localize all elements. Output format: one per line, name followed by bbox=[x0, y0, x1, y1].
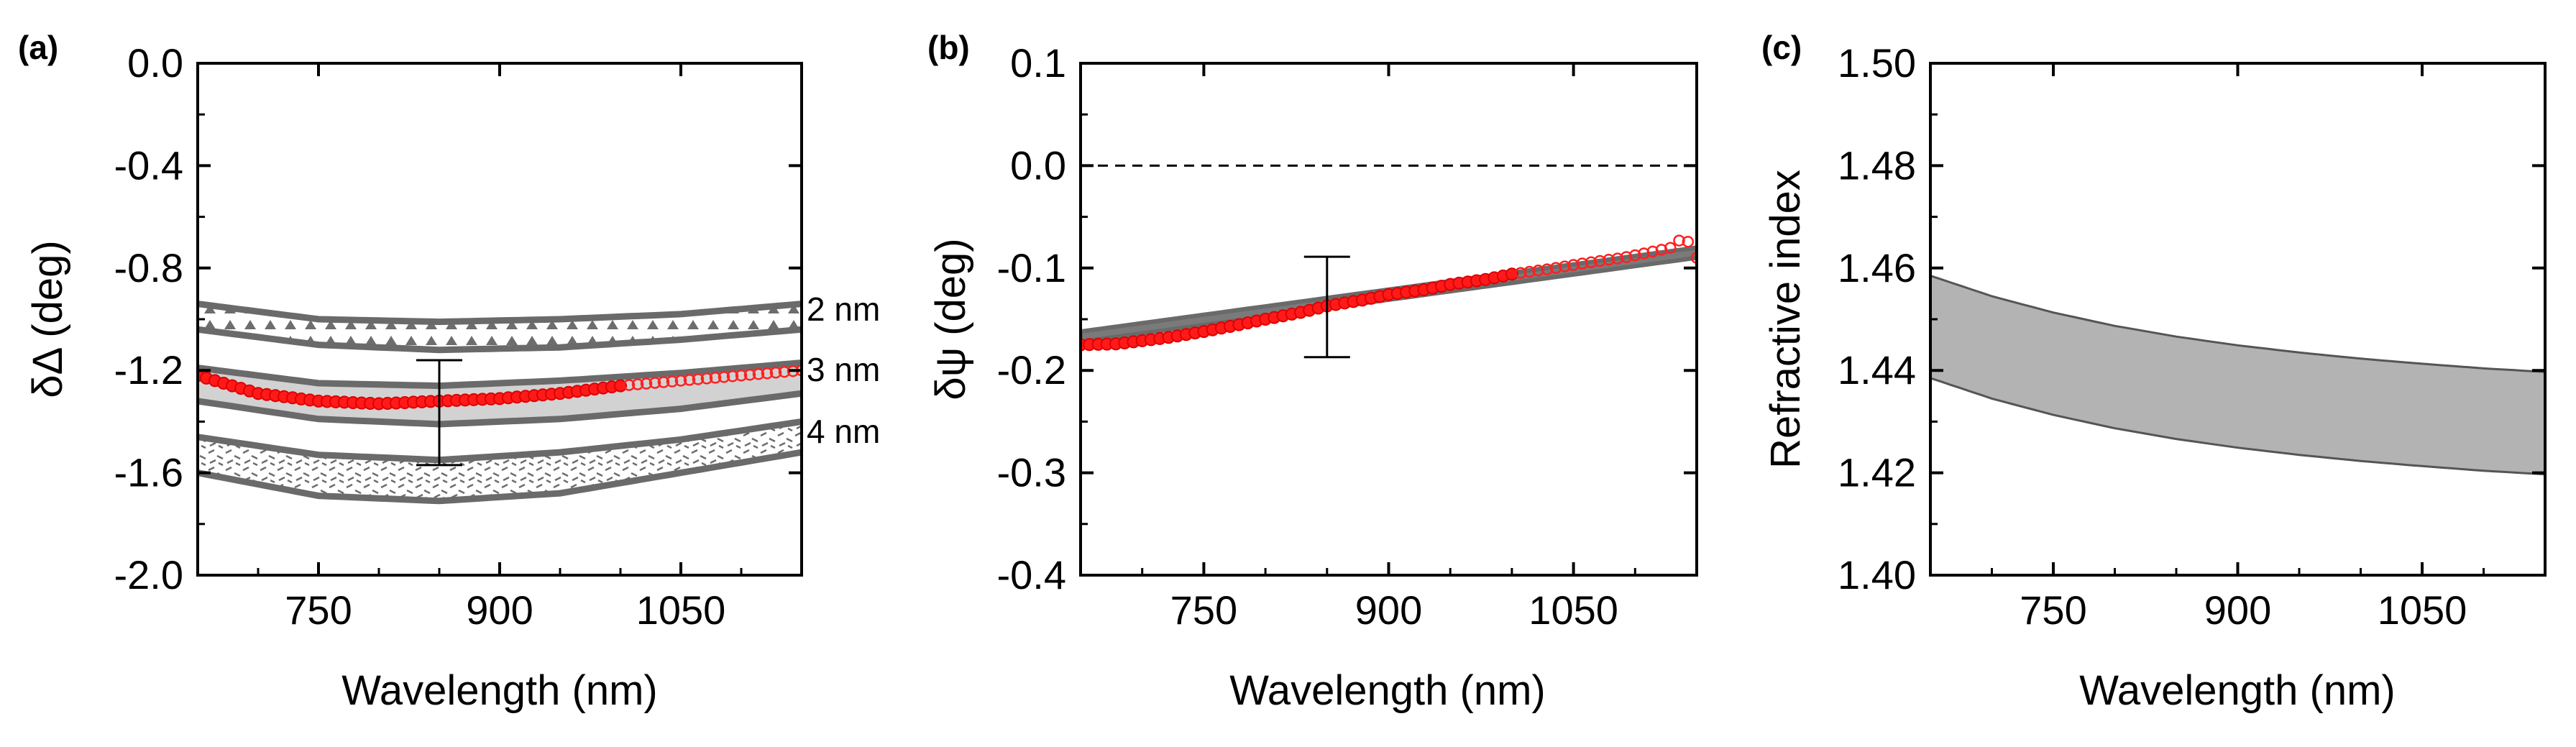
panel-a-data-point bbox=[769, 367, 782, 379]
panel-c-y-tick-label: 1.44 bbox=[1838, 347, 1916, 393]
band-label-3nm: 3 nm bbox=[807, 351, 880, 388]
panel-c-y-tick-label: 1.42 bbox=[1838, 450, 1916, 495]
panel-a-y-tick-label: -1.6 bbox=[114, 450, 184, 495]
panel-c-y-tick-label: 1.50 bbox=[1838, 40, 1916, 86]
band-4nm-lower-edge bbox=[198, 449, 802, 505]
panel-b-x-tick-label: 900 bbox=[1355, 587, 1422, 633]
panel-a-data-point bbox=[709, 372, 722, 384]
panel-a-data-point bbox=[718, 371, 730, 383]
panel-a-data-point bbox=[648, 377, 661, 389]
panel-b-x-axis-title: Wavelength (nm) bbox=[1229, 667, 1545, 714]
panel-b-axes: 750 900 1050 -0.4 -0.3 -0.2 -0.1 0.0 0.1 bbox=[997, 40, 1697, 633]
panel-b-data-point bbox=[1541, 263, 1554, 275]
panel-label-b: (b) bbox=[927, 29, 970, 66]
panel-b-y-tick-label: -0.3 bbox=[997, 450, 1067, 495]
panel-a-data-point bbox=[666, 375, 679, 388]
panel-a-data-point bbox=[623, 379, 636, 391]
panel-b-y-tick-label: 0.0 bbox=[1010, 142, 1066, 188]
panel-c-x-tick-label: 1050 bbox=[2378, 587, 2467, 633]
panel-b-data-point bbox=[1559, 260, 1571, 272]
refractive-index-upper-edge bbox=[1930, 275, 2545, 373]
band-2nm bbox=[198, 303, 802, 350]
panel-a-x-tick-label: 1050 bbox=[636, 587, 726, 633]
panel-b-data-point bbox=[1611, 252, 1624, 265]
band-4nm bbox=[198, 421, 802, 501]
panel-b-data-point bbox=[1664, 242, 1677, 255]
panel-b-y-tick-label: -0.2 bbox=[997, 347, 1067, 393]
panel-a-data-point bbox=[726, 370, 739, 382]
panel-a-data-point bbox=[657, 376, 670, 388]
panel-a-data-point bbox=[692, 373, 705, 385]
panel-c-x-axis-title: Wavelength (nm) bbox=[2079, 667, 2395, 714]
panel-a-data-point bbox=[735, 370, 748, 382]
panel-b-data-point bbox=[1549, 262, 1562, 274]
panel-c-y-tick-label: 1.46 bbox=[1838, 245, 1916, 290]
band-2nm-lower-edge bbox=[198, 326, 802, 354]
panel-a-y-tick-label: -0.4 bbox=[114, 142, 184, 188]
panel-b-x-tick-label: 750 bbox=[1170, 587, 1237, 633]
panel-c: (c) 750 900 1050 1.40 1.42 1.44 1.46 1.48 1.50 W… bbox=[1761, 29, 2547, 714]
panel-a-data-point bbox=[700, 372, 713, 385]
band-label-4nm: 4 nm bbox=[807, 413, 880, 450]
panel-a-data-point bbox=[743, 369, 756, 381]
panel-c-y-tick-label: 1.48 bbox=[1838, 142, 1916, 188]
panel-a-data-point bbox=[683, 374, 696, 386]
band-label-2nm: 2 nm bbox=[807, 290, 880, 328]
band-2nm-upper-edge bbox=[198, 301, 802, 326]
panel-a-data-point bbox=[674, 375, 687, 387]
panel-c-x-tick-label: 750 bbox=[2020, 587, 2086, 633]
panel-a-data-point bbox=[761, 367, 774, 380]
panel-b-data-point bbox=[1682, 235, 1695, 248]
panel-c-y-axis-title: Refractive index bbox=[1762, 170, 1809, 469]
panel-c-x-tick-label: 900 bbox=[2204, 587, 2271, 633]
panel-b-data-point bbox=[1594, 255, 1606, 267]
panel-b-data-point bbox=[1673, 234, 1685, 247]
panel-a-x-axis-title: Wavelength (nm) bbox=[342, 667, 657, 714]
band-3nm-lower-edge bbox=[198, 390, 802, 428]
panel-a-data-point bbox=[631, 378, 644, 390]
panel-b-data-point bbox=[1585, 256, 1598, 268]
panel-b-y-tick-label: -0.1 bbox=[997, 245, 1067, 290]
refractive-index-band bbox=[1930, 275, 2545, 475]
panel-a-axes: 750 900 1050 -2.0 -1.6 -1.2 -0.8 -0.4 0.0 bbox=[114, 40, 802, 633]
panel-label-c: (c) bbox=[1761, 29, 1802, 66]
panel-b-y-tick-label: 0.1 bbox=[1010, 40, 1066, 86]
panel-a-data-point bbox=[752, 368, 765, 380]
panel-c-plot-area bbox=[1930, 275, 2545, 476]
panel-b-data-point bbox=[1690, 252, 1697, 264]
panel-b-plot-area bbox=[1081, 164, 1697, 359]
refractive-index-lower-edge bbox=[1930, 377, 2545, 476]
panel-b-data-point bbox=[1532, 265, 1544, 277]
panel-a-plot-area bbox=[198, 301, 802, 505]
panel-c-y-tick-label: 1.40 bbox=[1838, 552, 1916, 597]
panel-b-y-tick-label: -0.4 bbox=[997, 552, 1067, 597]
panel-a-y-tick-label: -0.8 bbox=[114, 245, 184, 290]
panel-b-x-tick-label: 1050 bbox=[1528, 587, 1618, 633]
panel-a-y-axis-title: δΔ (deg) bbox=[24, 240, 71, 398]
panel-b-data-point bbox=[1567, 259, 1580, 271]
panel-label-a: (a) bbox=[18, 29, 58, 66]
panel-a-y-tick-label: 0.0 bbox=[127, 40, 183, 86]
panel-a-y-tick-label: -1.2 bbox=[114, 347, 184, 393]
panel-b-data-point bbox=[1514, 267, 1527, 279]
panel-b-data-point bbox=[1603, 254, 1615, 266]
panel-b-y-axis-title: δψ (deg) bbox=[927, 238, 974, 400]
panel-b: (b) 750 900 1050 -0.4 -0.3 -0.2 -0.1 0.0 0.1 Wav… bbox=[927, 29, 1698, 714]
panel-c-axes: 750 900 1050 1.40 1.42 1.44 1.46 1.48 1.50 bbox=[1838, 40, 2545, 633]
panel-b-data-point bbox=[1576, 257, 1589, 270]
band-4nm-upper-edge bbox=[198, 418, 802, 464]
panel-b-data-point bbox=[1505, 267, 1518, 281]
panel-a-data-point bbox=[640, 377, 653, 390]
panel-a-x-tick-label: 750 bbox=[285, 587, 352, 633]
panel-a-data-point bbox=[614, 379, 627, 393]
panel-a-x-tick-label: 900 bbox=[466, 587, 533, 633]
panel-a: (a) 750 900 1050 -2.0 -1.6 -1.2 -0.8 -0.4 0.0 2 … bbox=[18, 29, 880, 714]
band-3nm-upper-edge bbox=[198, 359, 802, 390]
panel-b-data-point bbox=[1523, 265, 1536, 278]
panel-a-y-tick-label: -2.0 bbox=[114, 552, 184, 597]
